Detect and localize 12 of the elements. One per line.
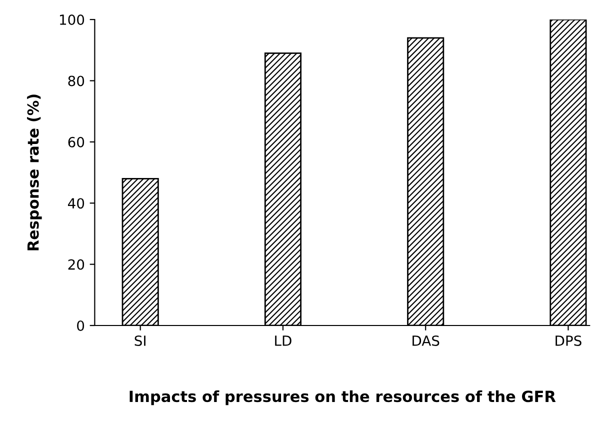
y-tick-label: 100 <box>60 14 84 26</box>
y-tick-label: 20 <box>68 259 84 270</box>
x-tick-label: DAS <box>412 335 440 346</box>
x-tick-label: LD <box>275 336 292 346</box>
y-tick-label: 60 <box>68 136 84 148</box>
x-tick-label: DPS <box>556 335 582 346</box>
y-tick-label: 0 <box>77 320 84 331</box>
y-axis-title: Response rate (%) <box>27 94 42 250</box>
x-tick-label: SI <box>134 335 146 346</box>
y-tick-label: 80 <box>68 76 84 86</box>
x-axis-title: Impacts of pressures on the resources of the GFR <box>130 390 556 406</box>
y-tick-label: 40 <box>68 198 84 209</box>
